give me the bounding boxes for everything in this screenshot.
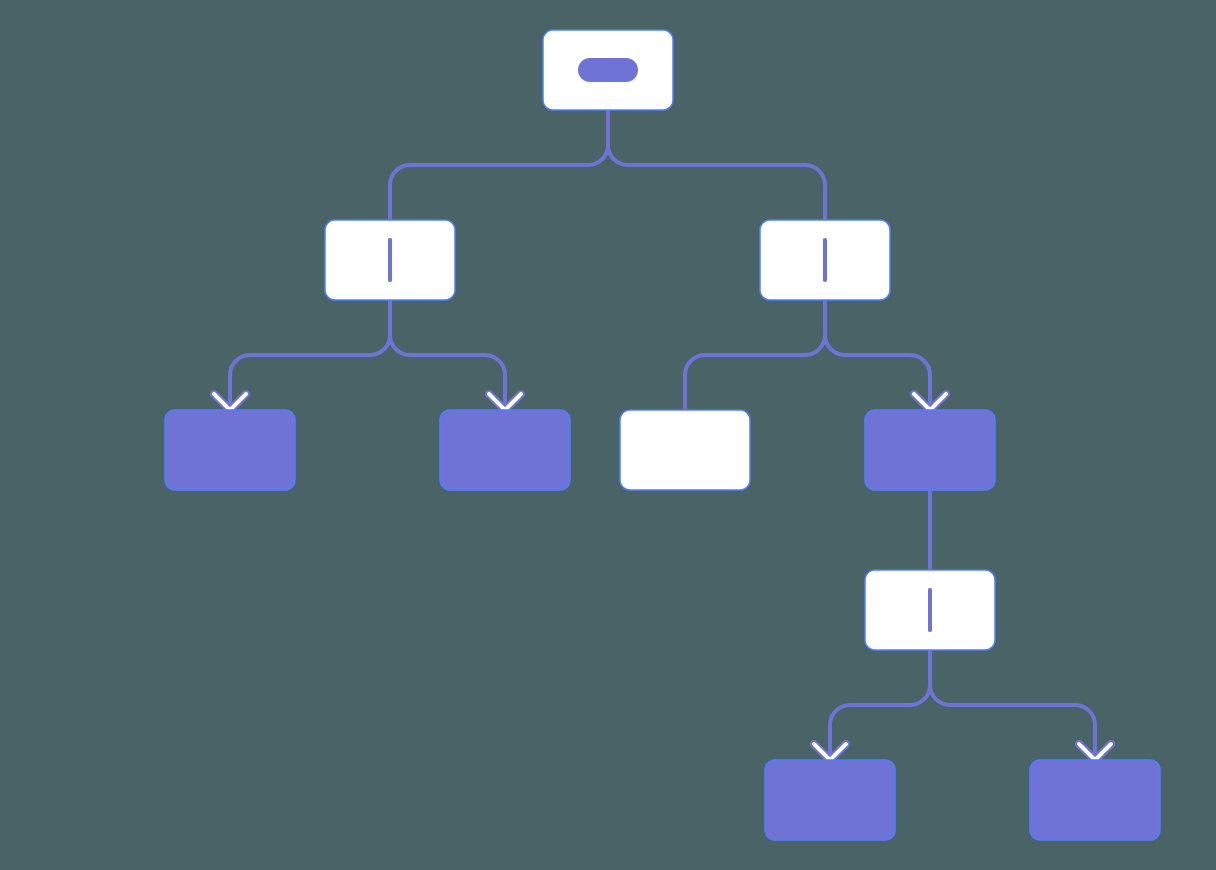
tree-node	[543, 30, 673, 110]
tree-node	[760, 220, 890, 300]
tree-node	[620, 410, 750, 490]
tree-node	[165, 410, 295, 490]
tree-node	[1030, 760, 1160, 840]
tree-diagram	[0, 0, 1216, 870]
tree-node	[325, 220, 455, 300]
tree-node	[440, 410, 570, 490]
root-lozenge-icon	[578, 58, 638, 82]
tree-node	[765, 760, 895, 840]
tree-node	[865, 410, 995, 490]
tree-node	[865, 570, 995, 650]
